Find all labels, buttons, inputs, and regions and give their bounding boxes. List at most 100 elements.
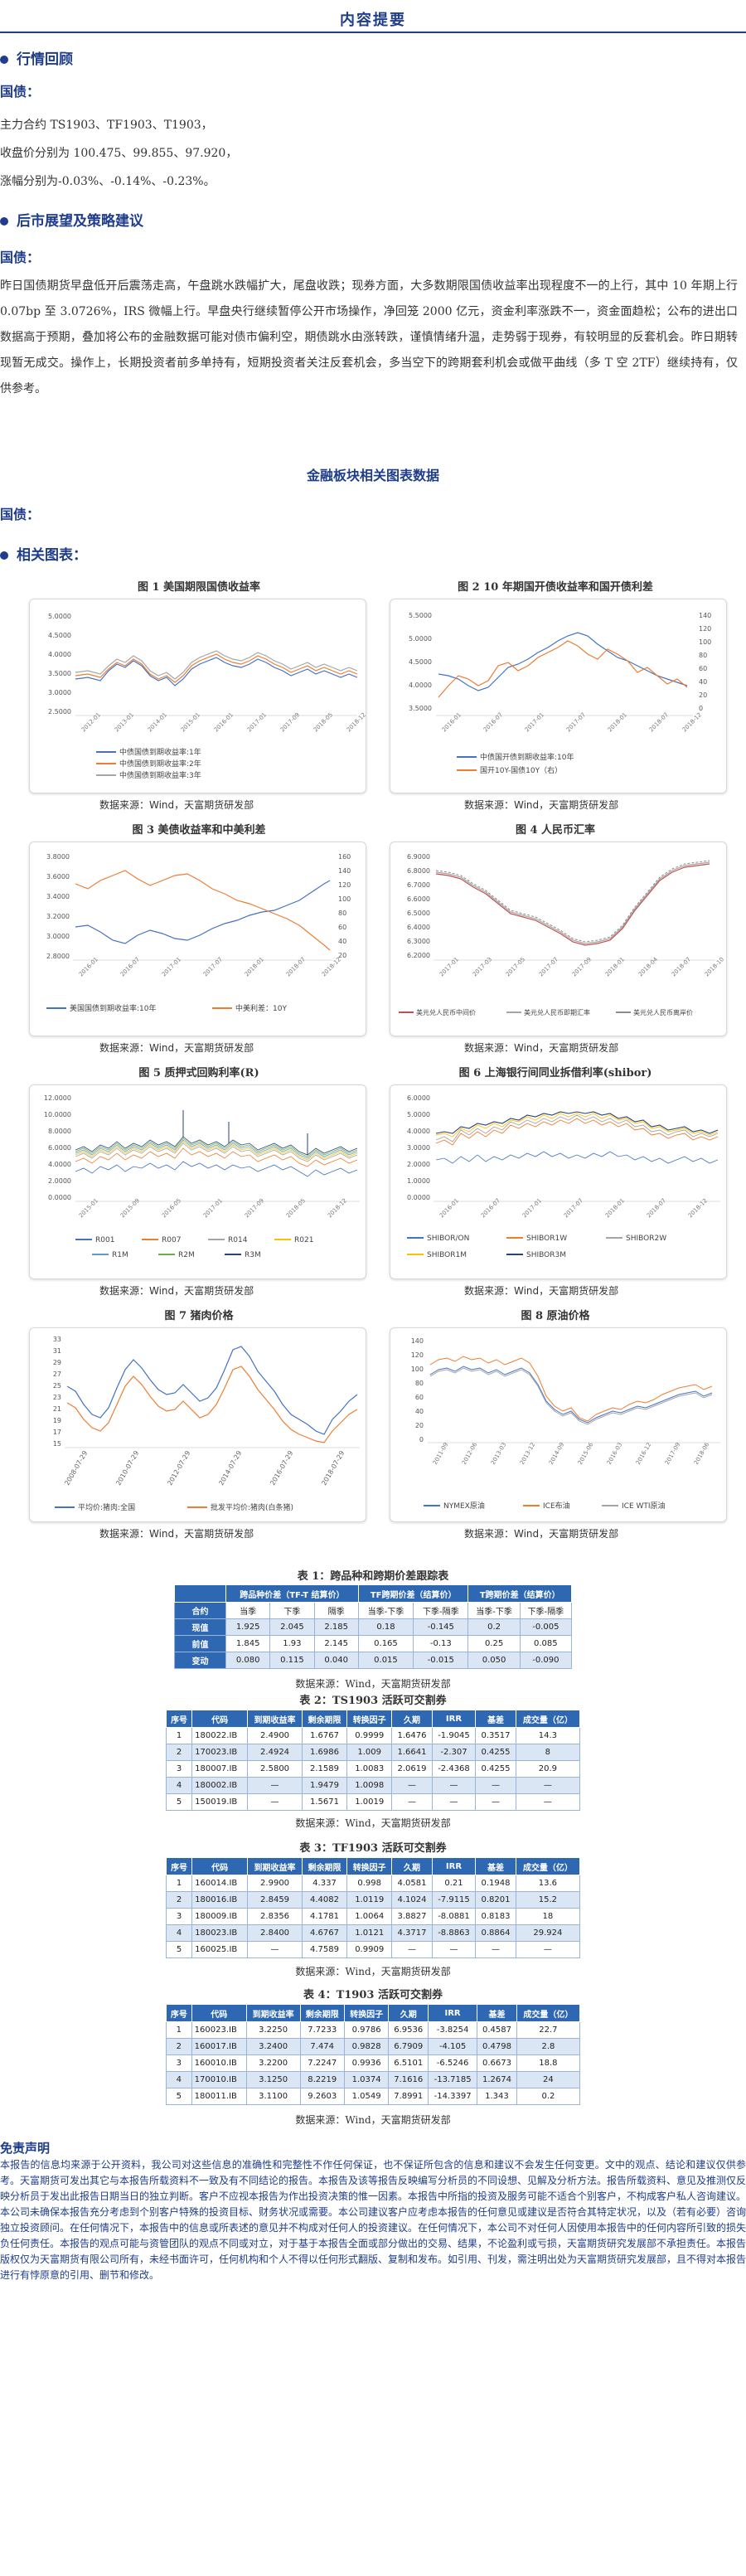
svg-text:2018-12: 2018-12: [687, 1197, 709, 1219]
chart-source: 数据来源：Wind，天富期货研发部: [99, 1285, 254, 1297]
y-tick-label: 80: [699, 652, 707, 659]
table-cell: 4.1781: [301, 1908, 348, 1925]
svg-text:2016-01: 2016-01: [441, 711, 463, 733]
series-line-r001: [75, 1161, 358, 1177]
table-cell: 8.2219: [299, 2071, 345, 2088]
table-cell: 160025.IB: [191, 1941, 249, 1958]
table-cell: 2.8459: [247, 1891, 303, 1909]
table-cell: 0.040: [313, 1652, 359, 1669]
y-tick-label: 120: [699, 625, 711, 633]
table-cell: 0.4587: [477, 2021, 517, 2039]
y-tick-label: 6.9000: [407, 853, 430, 861]
y-tick-label: 2.8000: [46, 953, 70, 960]
table-header: 转换因子: [346, 1857, 393, 1875]
x-axis-labels: 2008-07-29 2010-07-29 2012-07-29 2014-07…: [63, 1449, 346, 1487]
table-cell: 2.4900: [247, 1727, 303, 1744]
y-tick-label: 20: [338, 952, 346, 959]
y-axis-labels: 5.0000 4.5000 4.0000 3.5000 3.0000 2.500…: [48, 613, 71, 716]
svg-text:2016-12: 2016-12: [635, 1442, 653, 1466]
x-axis-labels: 2016-01 2016-07 2017-01 2017-07 2018-01 …: [441, 711, 703, 733]
y-tick-label: 19: [53, 1417, 61, 1424]
series-line-1y: [75, 657, 358, 686]
y-tick-label: 6.4000: [407, 924, 430, 931]
chart-svg: 140 120 100 80 60 40 20 0 2011-09 2012-0…: [411, 1337, 720, 1511]
table-cell: 2: [165, 1744, 193, 1761]
table-cell: 4.6767: [301, 1924, 348, 1942]
table-cell: —: [391, 1941, 433, 1958]
series-line-shibor2w: [435, 1114, 719, 1142]
svg-text:2012-06: 2012-06: [461, 1441, 479, 1466]
svg-text:2018-12: 2018-12: [346, 711, 366, 733]
table-cell: —: [475, 1777, 516, 1794]
table-cell: 180022.IB: [191, 1727, 249, 1744]
table-cell: 0.080: [225, 1652, 271, 1669]
svg-text:2018-04: 2018-04: [637, 956, 660, 978]
svg-text:2011-09: 2011-09: [432, 1442, 450, 1466]
series-line-r021: [75, 1141, 358, 1161]
series-line-offshore: [435, 860, 710, 943]
table-title: 表 2：TS1903 活跃可交割券: [299, 1695, 447, 1707]
table-row: 2 160017.IB 3.2400 7.474 0.9828 6.7909 -4.105 0…: [166, 2038, 581, 2055]
table-cell: 3.1250: [245, 2071, 301, 2088]
chart-source: 数据来源：Wind，天富期货研发部: [99, 799, 254, 811]
table-cell: —: [515, 1777, 581, 1794]
table-cell: 9.2603: [299, 2088, 345, 2105]
table-row: 5 180011.IB 3.1100 9.2603 1.0549 7.8991 -14.33…: [166, 2088, 581, 2105]
y-tick-label: 40: [415, 1408, 424, 1415]
table-cell: 0.115: [269, 1652, 315, 1669]
table-row: 4 180023.IB 2.8400 4.6767 1.0121 4.3717 -8.886…: [165, 1924, 581, 1942]
series-line-r007: [75, 1147, 358, 1167]
disclaimer-title: 免责声明: [0, 2141, 51, 2156]
legend-label: R007: [162, 1236, 181, 1244]
chart-treasury-yield: 5.0000 4.5000 4.0000 3.5000 3.0000 2.500…: [29, 599, 366, 793]
svg-text:2018-12: 2018-12: [327, 1197, 348, 1219]
svg-text:2016-07: 2016-07: [482, 711, 504, 733]
table-header: 成交量（亿）: [515, 1710, 581, 1728]
table-cell: 20.9: [515, 1760, 581, 1778]
table-header: 当季: [225, 1602, 271, 1619]
table-header: 久期: [391, 1710, 433, 1728]
y-axis-right-labels: 160 140 120 100 80 60 40 20: [338, 853, 351, 959]
table-header: 到期收益率: [247, 1857, 303, 1875]
svg-text:2016-01: 2016-01: [213, 711, 235, 733]
svg-text:2017-07: 2017-07: [563, 1197, 584, 1219]
bullet-icon: [0, 216, 8, 226]
y-tick-label: 0.0000: [48, 1194, 71, 1201]
spikes: [182, 1110, 308, 1155]
legend-label: R021: [294, 1236, 313, 1244]
legend-label: 国开10Y-国债10Y（右）: [480, 765, 562, 775]
svg-text:2015-01: 2015-01: [78, 1197, 99, 1219]
table-cell: —: [247, 1941, 303, 1958]
y-tick-label: 100: [411, 1366, 424, 1373]
y-tick-label: 60: [699, 665, 707, 672]
y-tick-label: 6.5000: [407, 910, 430, 917]
table-cell: 14.3: [515, 1727, 581, 1744]
table-cell: 170023.IB: [191, 1744, 249, 1761]
y-tick-label: 60: [338, 924, 346, 931]
table-cell: -0.015: [413, 1652, 469, 1669]
legend-label: ICE布油: [543, 1501, 570, 1511]
x-tick-label: 2018-07-29: [320, 1449, 346, 1487]
table-header: 久期: [388, 2004, 429, 2022]
table-cell: 1.343: [477, 2088, 517, 2105]
table-cell: 180007.IB: [191, 1760, 249, 1778]
table-cell: 180011.IB: [191, 2088, 247, 2105]
table-row: 4 170010.IB 3.1250 8.2219 1.0374 7.1616 -13.71…: [166, 2071, 581, 2088]
table-cell: 0.9999: [346, 1727, 393, 1744]
y-tick-label: 40: [699, 678, 707, 686]
svg-text:2017-09: 2017-09: [279, 711, 301, 733]
y-tick-label: 0: [699, 705, 703, 712]
legend: 美国国债到期收益率:10年 中美利差：10Y: [46, 1003, 287, 1013]
legend-label: SHIBOR/ON: [427, 1235, 469, 1243]
table-cell: 现值: [174, 1618, 226, 1636]
table-header: 序号: [165, 1710, 193, 1728]
table-header-row: 序号 代码 到期收益率 剩余期限 转换因子 久期 IRR 基差 成交量（亿）: [166, 2004, 581, 2022]
y-tick-label: 33: [53, 1336, 61, 1343]
y-tick-label: 12.0000: [44, 1094, 71, 1102]
table-cell: 0.015: [357, 1652, 414, 1669]
svg-text:2017-07: 2017-07: [202, 956, 224, 978]
y-tick-label: 6.0000: [48, 1144, 71, 1152]
svg-text:2017-01: 2017-01: [524, 711, 545, 733]
legend-label: 中债国开债到期收益率:10年: [480, 752, 574, 762]
table-cell: 1.0121: [346, 1924, 393, 1942]
